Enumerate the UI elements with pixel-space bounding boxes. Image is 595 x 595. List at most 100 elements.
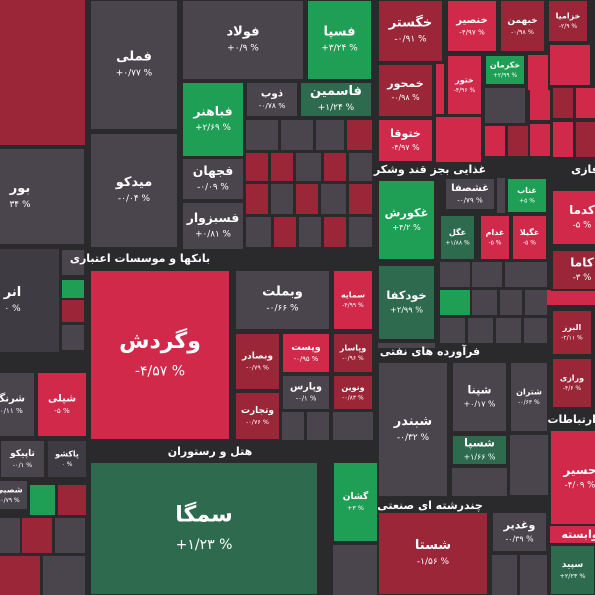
tile-change: -۰/۷۹ % (246, 363, 269, 371)
tile (440, 290, 470, 315)
tile-name: فسپا (324, 25, 356, 40)
tile (36, 371, 88, 438)
tile (377, 63, 434, 118)
tile-name: ورازی (560, 374, 584, 383)
tile (281, 332, 331, 374)
tile (62, 280, 84, 298)
tile-change: +۲/۲۳ % (560, 572, 586, 580)
tile (234, 391, 281, 441)
tile (524, 318, 547, 343)
tile-name: کاما (570, 255, 593, 269)
tile (246, 153, 268, 181)
tile (440, 318, 465, 343)
tile (510, 435, 548, 495)
tile (440, 262, 470, 287)
tile-change: +۱/۲۴ % (318, 103, 355, 113)
tile-change: -۲/۱۱ % (561, 334, 583, 341)
tile-name: غگل (449, 227, 466, 237)
tile (485, 88, 525, 123)
tile-change: +۲/۹۹ % (493, 72, 518, 79)
tile (496, 318, 521, 343)
tile (246, 217, 271, 247)
tile (316, 120, 344, 150)
tile-change: +۰/۹ % (227, 44, 259, 54)
tile (530, 124, 550, 156)
tile-change: -۰/۳۲ % (397, 433, 430, 443)
tile-name: خمحور (386, 77, 423, 90)
tile (333, 412, 373, 440)
tile-change: -۴/۹۶ % (454, 87, 476, 94)
tile (377, 179, 436, 261)
tile (181, 201, 245, 251)
tile (452, 468, 507, 496)
tile-change: +۵ % (519, 197, 535, 204)
tile-name: غناب (517, 186, 537, 195)
tile-change: +۱/۶۶ % (464, 453, 496, 462)
tile-name: میدکو (115, 175, 153, 190)
tile-change: ۳۴ % (9, 200, 31, 210)
section-title: چندرشته ای صنعتی (377, 499, 483, 512)
tile (89, 0, 179, 131)
tile-name: ونوین (341, 383, 364, 392)
tile (0, 439, 46, 479)
tile (446, 54, 483, 116)
tile-name: غشصفا (451, 183, 489, 194)
tile (508, 126, 528, 156)
tile (89, 132, 179, 249)
tile (436, 117, 481, 162)
tile-name: شستا (415, 538, 451, 553)
tile-name: وبملت (262, 285, 303, 300)
tile-change: +۴/۲ % (392, 222, 421, 232)
tile-change: -۰/۹۶ % (342, 355, 364, 362)
tile-name: وبصادر (241, 352, 273, 362)
tile (349, 217, 372, 247)
tile (0, 556, 40, 595)
tile (576, 88, 595, 118)
tile (324, 217, 346, 247)
tile-change: -۰/۷۹ % (0, 497, 20, 504)
tile-name: شپنا (468, 383, 492, 396)
tile (500, 290, 522, 315)
tile-name: بور (9, 181, 31, 196)
tile (274, 217, 296, 247)
tile-change: +۱/۲۳ % (176, 537, 233, 553)
tile-change: -۰/۹۱ % (394, 35, 427, 45)
tile-change: -۰/۷۸ % (259, 101, 286, 110)
tile (553, 122, 573, 157)
tile (0, 247, 61, 354)
tile-change: -۰/۷۶ % (246, 418, 269, 426)
tile (553, 88, 573, 118)
tile (30, 485, 55, 515)
tile (246, 184, 268, 214)
tile-change: -۰/۱۱ % (0, 406, 23, 415)
tile (62, 250, 84, 275)
tile (484, 54, 526, 86)
tile (234, 332, 281, 391)
tile-name: شبندر (393, 414, 432, 429)
tile-change: +۰/۸۱ % (195, 229, 231, 239)
tile (0, 518, 20, 553)
tile-name: غدام (486, 228, 505, 237)
tile (479, 214, 511, 261)
tile-change: -۰/۹۸ % (511, 28, 534, 36)
tile-name: وپاسار (339, 344, 366, 353)
tile (436, 64, 444, 114)
tile (0, 371, 36, 438)
tile (332, 374, 374, 411)
tile-change: -۴/۹۹ % (342, 302, 364, 309)
tile (551, 189, 595, 246)
section-title: فازی (571, 163, 595, 176)
tile-change: -۵ % (573, 221, 592, 231)
tile (332, 461, 379, 543)
tile (245, 81, 299, 118)
tile (551, 309, 593, 356)
tile (377, 511, 489, 595)
tile (576, 122, 595, 157)
tile-name: فباهنر (192, 104, 232, 119)
tile (271, 184, 293, 214)
tile-name: خودکفا (386, 288, 426, 302)
section-title: و ارتباطات (547, 413, 595, 426)
tile (492, 555, 517, 595)
tile (377, 361, 449, 498)
tile (528, 55, 548, 90)
